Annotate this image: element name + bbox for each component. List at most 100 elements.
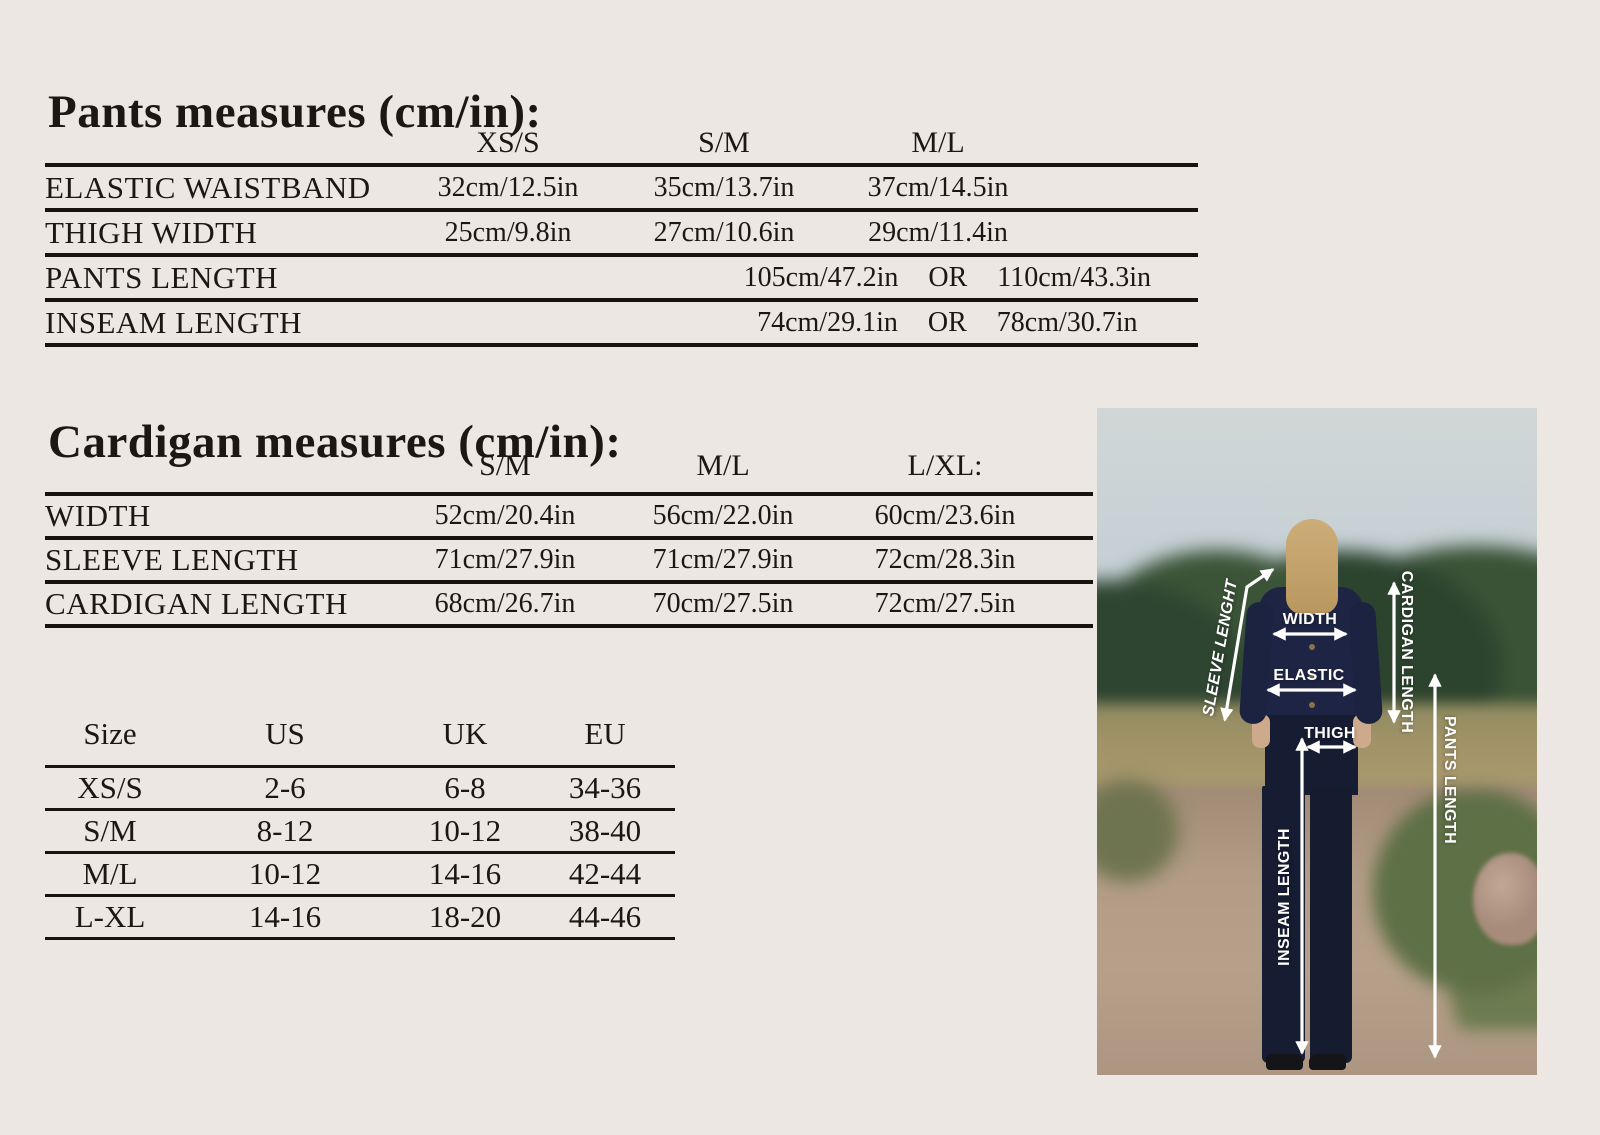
inseam-length-arrow-label: INSEAM LENGTH (1276, 828, 1293, 966)
row-label: THIGH WIDTH (45, 214, 258, 250)
cardigan-col-header-sm: S/M (479, 449, 531, 482)
cell-value: 27cm/10.6in (653, 216, 795, 248)
eu-cell: 42-44 (568, 856, 642, 891)
row-label: PANTS LENGTH (45, 259, 279, 295)
row-label: SLEEVE LENGTH (45, 542, 299, 577)
divider (45, 808, 675, 811)
photo-grass-left (1097, 766, 1203, 896)
model-pants-right-leg (1310, 786, 1352, 1063)
cell-value: 52cm/20.4in (434, 500, 576, 531)
cell-value: 60cm/23.6in (874, 500, 1016, 531)
table-row-pants-length: PANTS LENGTH 105cm/47.2in OR 110cm/43.3i… (45, 257, 1198, 298)
cardigan-col-header-lxl: L/XL: (907, 449, 983, 482)
us-cell: 10-12 (248, 856, 322, 891)
size-cell: XS/S (77, 770, 143, 805)
cardigan-header-row: S/M M/L L/XL: (45, 440, 1093, 492)
divider (45, 298, 1198, 302)
divider (45, 536, 1093, 540)
cell-value: 105cm/47.2in (743, 261, 899, 293)
or-separator: OR (927, 306, 967, 338)
divider (45, 163, 1198, 167)
measurement-guide-photo: WIDTH ELASTIC THIGH INSEAM LENGTH PANTS … (1097, 408, 1537, 1075)
sleeve-length-arrow-icon (1220, 568, 1275, 722)
cell-value: 72cm/28.3in (874, 544, 1016, 575)
pants-section-title: Pants measures (cm/in): (48, 86, 542, 139)
model-hair (1286, 519, 1338, 614)
uk-cell: 18-20 (428, 899, 502, 934)
elastic-arrow-label: ELASTIC (1273, 667, 1345, 684)
eu-cell: 34-36 (568, 770, 642, 805)
us-col-header: US (265, 716, 305, 751)
thigh-arrow-label: THIGH (1304, 725, 1356, 742)
cell-value: 71cm/27.9in (652, 544, 794, 575)
table-row-width: WIDTH 52cm/20.4in 56cm/22.0in 60cm/23.6i… (45, 496, 1093, 536)
size-header-row: Size US UK EU (45, 703, 675, 765)
cardigan-section-title: Cardigan measures (cm/in): (48, 416, 622, 469)
measurement-arrows-overlay (1220, 568, 1442, 1059)
size-conversion-table: Size US UK EU XS/S 2-6 6-8 34-36 S/M 8-1… (45, 703, 675, 940)
cell-value: 70cm/27.5in (652, 588, 794, 619)
eu-cell: 38-40 (568, 813, 642, 848)
cardigan-button (1309, 702, 1315, 708)
width-arrow-label: WIDTH (1282, 611, 1338, 628)
model-left-shoe (1266, 1054, 1303, 1070)
divider (45, 253, 1198, 257)
uk-cell: 6-8 (444, 770, 486, 805)
or-separator: OR (928, 261, 968, 293)
table-row-cardigan-length: CARDIGAN LENGTH 68cm/26.7in 70cm/27.5in … (45, 584, 1093, 624)
row-label: WIDTH (45, 498, 151, 533)
spanned-cell: 105cm/47.2in OR 110cm/43.3in (697, 262, 1198, 294)
table-row-elastic-waistband: ELASTIC WAISTBAND 32cm/12.5in 35cm/13.7i… (45, 167, 1198, 208)
row-label: ELASTIC WAISTBAND (45, 169, 371, 205)
cell-value: 72cm/27.5in (874, 588, 1016, 619)
cell-value: 78cm/30.7in (996, 306, 1138, 338)
table-row-sm: S/M 8-12 10-12 38-40 (45, 811, 675, 851)
table-row-xss: XS/S 2-6 6-8 34-36 (45, 768, 675, 808)
us-cell: 8-12 (256, 813, 314, 848)
divider (45, 624, 1093, 628)
model-right-shoe (1309, 1054, 1346, 1070)
pants-col-header-ml: M/L (911, 125, 965, 159)
uk-col-header: UK (442, 716, 488, 751)
divider (45, 765, 675, 768)
cardigan-button (1309, 644, 1315, 650)
cell-value: 56cm/22.0in (652, 500, 794, 531)
cardigan-length-arrow-label: CARDIGAN LENGTH (1398, 570, 1415, 734)
pants-col-header-xss: XS/S (476, 125, 540, 159)
cell-value: 74cm/29.1in (757, 306, 898, 338)
cardigan-button (1309, 674, 1315, 680)
table-row-ml: M/L 10-12 14-16 42-44 (45, 854, 675, 894)
divider (45, 208, 1198, 212)
divider (45, 580, 1093, 584)
cell-value: 32cm/12.5in (437, 171, 579, 203)
cell-value: 68cm/26.7in (434, 588, 576, 619)
table-row-sleeve-length: SLEEVE LENGTH 71cm/27.9in 71cm/27.9in 72… (45, 540, 1093, 580)
eu-col-header: EU (584, 716, 626, 751)
cardigan-measures-table: S/M M/L L/XL: WIDTH 52cm/20.4in 56cm/22.… (45, 440, 1093, 628)
row-label: CARDIGAN LENGTH (45, 586, 348, 621)
cell-value: 110cm/43.3in (997, 261, 1152, 293)
cell-value: 71cm/27.9in (434, 544, 576, 575)
us-cell: 14-16 (248, 899, 322, 934)
cardigan-col-header-ml: M/L (696, 449, 750, 482)
cell-value: 25cm/9.8in (444, 216, 572, 248)
pants-header-row: XS/S S/M M/L (45, 122, 1198, 163)
divider (45, 937, 675, 940)
row-label: INSEAM LENGTH (45, 304, 303, 340)
table-row-inseam-length: INSEAM LENGTH 74cm/29.1in OR 78cm/30.7in (45, 302, 1198, 343)
divider (45, 492, 1093, 496)
spanned-cell: 74cm/29.1in OR 78cm/30.7in (697, 307, 1198, 339)
eu-cell: 44-46 (568, 899, 642, 934)
size-cell: S/M (83, 813, 137, 848)
divider (45, 894, 675, 897)
pants-length-arrow-label: PANTS LENGTH (1441, 715, 1458, 845)
cell-value: 29cm/11.4in (868, 216, 1008, 248)
uk-cell: 14-16 (428, 856, 502, 891)
cell-value: 35cm/13.7in (653, 171, 795, 203)
divider (45, 851, 675, 854)
photo-boulder (1473, 853, 1537, 945)
cell-value: 37cm/14.5in (867, 171, 1009, 203)
pants-col-header-sm: S/M (698, 125, 750, 159)
table-row-lxl: L-XL 14-16 18-20 44-46 (45, 897, 675, 937)
